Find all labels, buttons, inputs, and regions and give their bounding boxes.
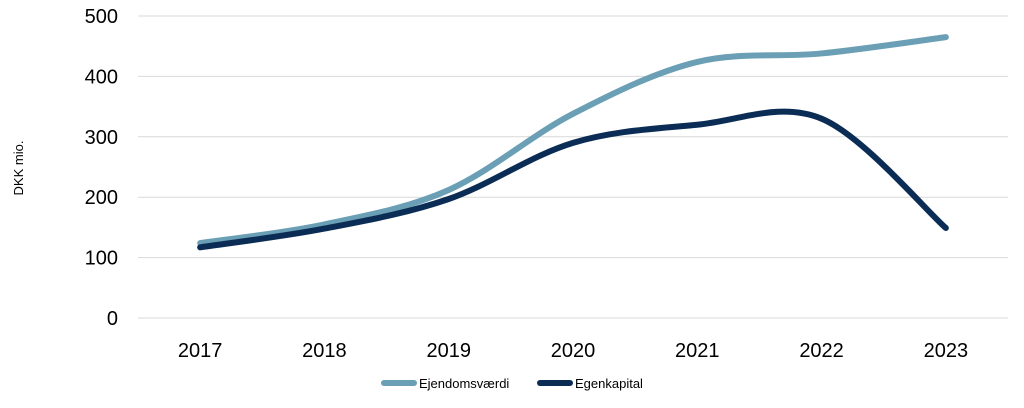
y-tick-labels: 0 100 200 300 400 500 — [85, 6, 118, 330]
legend: Ejendomsværdi Egenkapital — [381, 376, 643, 391]
y-tick-label: 400 — [85, 66, 118, 88]
legend-label-ejendomsvaerdi: Ejendomsværdi — [419, 376, 509, 391]
y-tick-label: 500 — [85, 6, 118, 28]
x-tick-label: 2019 — [426, 340, 471, 362]
x-tick-label: 2020 — [551, 340, 596, 362]
legend-item-ejendomsvaerdi: Ejendomsværdi — [381, 376, 509, 391]
y-tick-label: 100 — [85, 248, 118, 270]
x-tick-label: 2017 — [178, 340, 223, 362]
y-tick-label: 300 — [85, 127, 118, 149]
series-line-egenkapital — [197, 108, 949, 251]
series-lines — [197, 34, 949, 251]
legend-label-egenkapital: Egenkapital — [575, 376, 643, 391]
x-tick-label: 2021 — [675, 340, 720, 362]
y-axis-label: DKK mio. — [11, 141, 26, 196]
legend-item-egenkapital: Egenkapital — [537, 376, 643, 391]
x-tick-labels: 2017 2018 2019 2020 2021 2022 2023 — [178, 340, 968, 362]
gridlines — [138, 15, 1008, 319]
x-tick-label: 2018 — [302, 340, 347, 362]
y-tick-label: 0 — [107, 308, 118, 330]
x-tick-label: 2023 — [924, 340, 969, 362]
x-tick-label: 2022 — [799, 340, 844, 362]
series-line-ejendomsvaerdi — [197, 34, 949, 247]
y-tick-label: 200 — [85, 187, 118, 209]
